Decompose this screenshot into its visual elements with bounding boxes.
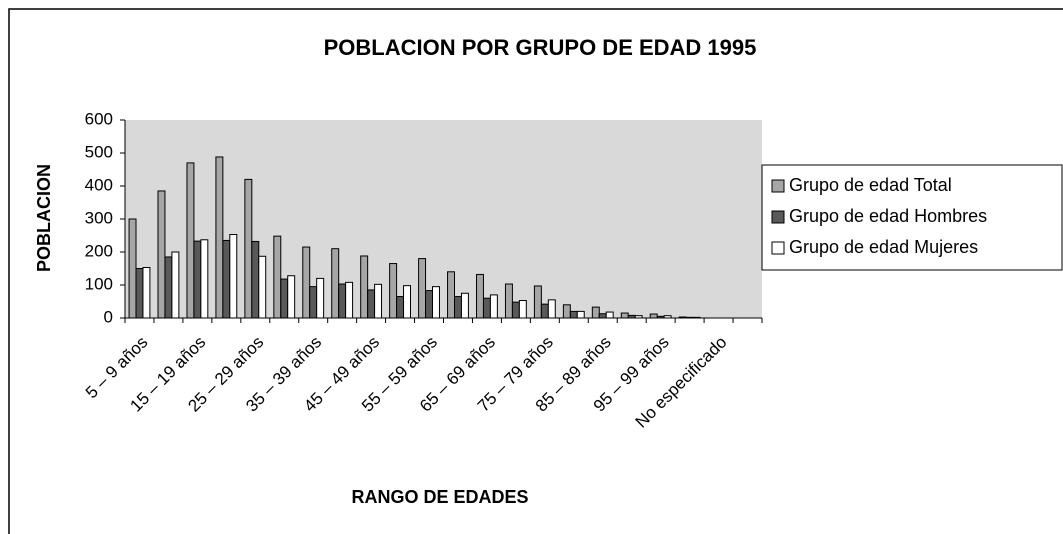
bar (229, 234, 238, 319)
legend-label: Grupo de edad Total (789, 175, 952, 195)
bar (540, 303, 549, 319)
bar (598, 313, 607, 319)
bar (302, 246, 311, 319)
bar (287, 275, 296, 319)
bar (656, 315, 665, 319)
bar (128, 218, 137, 319)
legend-label: Grupo de edad Hombres (789, 206, 987, 226)
legend-box (761, 164, 1063, 271)
bar (193, 240, 202, 319)
bar (403, 285, 411, 319)
legend-label: Grupo de edad Mujeres (789, 237, 978, 257)
bar (569, 310, 578, 319)
bar (627, 314, 636, 319)
bar (418, 258, 427, 319)
bar (345, 281, 354, 319)
bar (142, 267, 151, 319)
bar (273, 235, 282, 319)
bar (360, 255, 369, 319)
bar (316, 277, 325, 319)
bar (511, 301, 520, 319)
bar (692, 316, 701, 319)
bar (576, 310, 585, 319)
bar (244, 178, 253, 319)
bar (157, 190, 166, 319)
legend-swatch (771, 241, 785, 255)
bar (431, 286, 440, 319)
bar (251, 240, 260, 319)
bar (425, 290, 433, 319)
bar (280, 278, 289, 319)
y-tick-label: 600 (85, 109, 113, 128)
bar (634, 315, 643, 319)
bar (649, 313, 658, 319)
bar (367, 289, 376, 319)
chart-title: POBLACION POR GRUPO DE EDAD 1995 (324, 35, 757, 60)
bar (447, 271, 456, 319)
y-tick-label: 100 (85, 274, 113, 293)
bar (215, 156, 224, 319)
bar (489, 294, 498, 319)
bar (482, 297, 491, 319)
bar (389, 263, 398, 319)
bar (338, 283, 347, 319)
x-axis-title: RANGO DE EDADES (351, 487, 528, 507)
bar (460, 292, 469, 319)
bar (200, 239, 209, 319)
y-tick-label: 200 (85, 241, 113, 260)
y-tick-label: 400 (85, 175, 113, 194)
bar (547, 299, 556, 319)
legend-swatch (771, 210, 785, 224)
bar (331, 248, 340, 319)
y-tick-label: 500 (85, 142, 113, 161)
legend-swatch (771, 179, 785, 193)
bar (562, 304, 571, 319)
bar (605, 311, 614, 319)
bar (258, 255, 267, 319)
bar (454, 296, 462, 319)
bar (591, 306, 600, 319)
y-tick-label: 0 (104, 307, 113, 326)
y-tick-label: 300 (85, 208, 113, 227)
bar (164, 256, 173, 319)
y-axis-title: POBLACION (34, 164, 54, 272)
bar (685, 316, 694, 319)
bar (135, 268, 144, 319)
bar (504, 283, 513, 319)
bar (171, 251, 180, 319)
bar (374, 283, 383, 319)
bar (518, 300, 527, 319)
bar (222, 239, 231, 319)
bar (396, 296, 405, 319)
bar (476, 273, 484, 319)
bar (533, 285, 542, 319)
bar (309, 286, 318, 319)
bar (678, 316, 687, 319)
bar (663, 315, 672, 319)
bar (186, 162, 195, 319)
bar (620, 312, 629, 319)
